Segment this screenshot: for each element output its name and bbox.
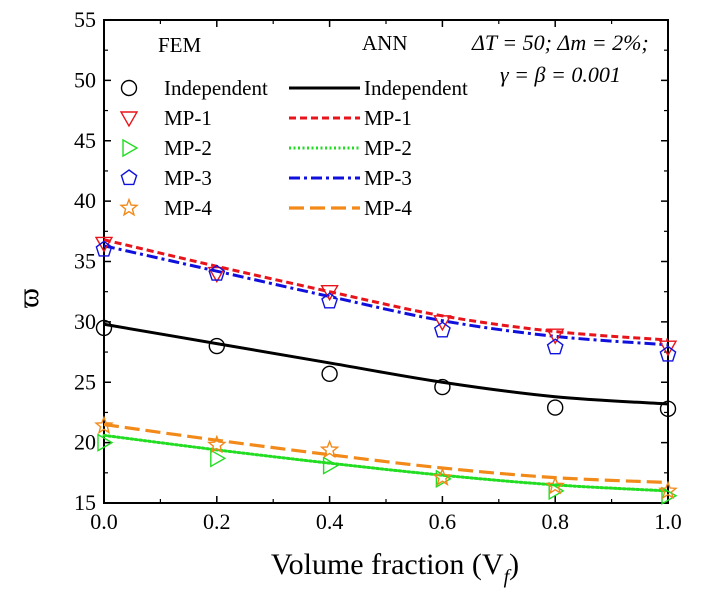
legend-label-ann-mp-3: MP-3 xyxy=(364,166,412,190)
marker-layer xyxy=(94,236,678,505)
fem-marker-independent xyxy=(95,319,113,337)
fem-marker-mp-4 xyxy=(545,475,566,495)
fem-marker-mp-2 xyxy=(322,456,340,475)
legend-marker-mp-3 xyxy=(120,169,138,186)
fem-marker-mp-1 xyxy=(658,340,678,357)
fem-marker-mp-4 xyxy=(94,415,114,435)
fem-marker-mp-3 xyxy=(433,321,451,338)
ann-line-mp-3 xyxy=(103,244,669,347)
x-axis-title-main: Volume fraction (V xyxy=(271,548,504,581)
x-tick-label: 0.4 xyxy=(316,509,344,534)
legend-label-fem-independent: Independent xyxy=(164,76,268,100)
x-tick-label: 0.2 xyxy=(203,509,231,534)
x-axis-title: Volume fraction (Vf) xyxy=(271,548,519,588)
fem-marker-independent xyxy=(547,399,564,416)
y-tick-label: 30 xyxy=(74,309,96,334)
fem-marker-mp-4 xyxy=(658,480,678,500)
legend-marker-mp-1 xyxy=(119,111,139,128)
x-tick-label: 0.8 xyxy=(541,509,569,534)
fem-marker-independent xyxy=(208,337,226,355)
fem-marker-mp-2 xyxy=(548,481,565,501)
legend-header-fem: FEM xyxy=(158,33,202,57)
fem-marker-independent xyxy=(659,400,677,418)
x-tick-label: 0.6 xyxy=(429,509,457,534)
fem-marker-mp-4 xyxy=(206,434,227,454)
fem-marker-mp-2 xyxy=(661,486,678,505)
fem-marker-mp-4 xyxy=(319,439,340,459)
fem-marker-mp-3 xyxy=(321,292,339,309)
x-tick-label: 0.0 xyxy=(90,509,118,534)
legend: Independent Independent MP-1 MP-1 MP-2 MP-2 MP… xyxy=(119,76,468,220)
fem-marker-mp-2 xyxy=(210,449,227,468)
legend-label-fem-mp-4: MP-4 xyxy=(164,196,212,220)
fem-marker-mp-2 xyxy=(435,469,452,489)
legend-label-ann-mp-2: MP-2 xyxy=(364,136,412,160)
y-tick-label: 55 xyxy=(74,7,96,32)
legend-marker-independent xyxy=(120,79,138,97)
x-axis-title-close: ) xyxy=(509,548,519,581)
fem-marker-mp-3 xyxy=(546,338,564,355)
y-tick-label: 20 xyxy=(74,430,96,455)
y-tick-label: 15 xyxy=(74,490,96,515)
annotation-line-2: γ = β = 0.001 xyxy=(500,62,621,87)
y-tick-label: 25 xyxy=(74,369,96,394)
fem-marker-mp-1 xyxy=(320,284,339,302)
ann-line-mp-4 xyxy=(103,422,669,485)
series-layer xyxy=(102,238,670,493)
legend-marker-mp-4 xyxy=(119,197,139,217)
legend-label-fem-mp-1: MP-1 xyxy=(164,106,212,130)
y-tick-label: 35 xyxy=(74,249,96,274)
y-axis-title: ϖ xyxy=(12,288,45,308)
y-tick-label: 50 xyxy=(74,67,96,92)
legend-label-fem-mp-2: MP-2 xyxy=(164,136,212,160)
legend-label-ann-independent: Independent xyxy=(364,76,468,100)
legend-marker-mp-2 xyxy=(122,138,139,158)
fem-marker-mp-4 xyxy=(432,467,453,487)
legend-label-fem-mp-3: MP-3 xyxy=(164,166,212,190)
x-axis-title-sub: f xyxy=(504,566,512,588)
ann-line-independent xyxy=(103,322,669,406)
fem-marker-mp-3 xyxy=(208,264,226,281)
y-tick-label: 40 xyxy=(74,188,96,213)
fem-marker-mp-1 xyxy=(433,315,452,332)
legend-header-ann: ANN xyxy=(362,31,408,55)
fem-marker-mp-3 xyxy=(95,240,113,257)
fem-marker-mp-3 xyxy=(659,345,677,362)
plot-frame: 0.0 0.2 0.4 0.6 0.8 1.0 15 20 25 30 35 40 45 50 55 xyxy=(74,7,682,534)
ann-line-mp-2 xyxy=(102,433,670,493)
annotation-line-1: ΔT = 50; Δm = 2%; xyxy=(471,30,649,55)
fem-marker-mp-1 xyxy=(545,328,565,345)
y-tick-label: 45 xyxy=(74,128,96,153)
x-tick-label: 1.0 xyxy=(654,509,682,534)
legend-label-ann-mp-4: MP-4 xyxy=(364,196,412,220)
fem-marker-mp-2 xyxy=(97,433,114,452)
fem-marker-independent xyxy=(434,378,451,396)
fem-marker-mp-1 xyxy=(207,266,227,283)
legend-label-ann-mp-1: MP-1 xyxy=(364,106,412,130)
ann-line-mp-1 xyxy=(103,238,669,342)
fem-marker-independent xyxy=(321,365,338,382)
